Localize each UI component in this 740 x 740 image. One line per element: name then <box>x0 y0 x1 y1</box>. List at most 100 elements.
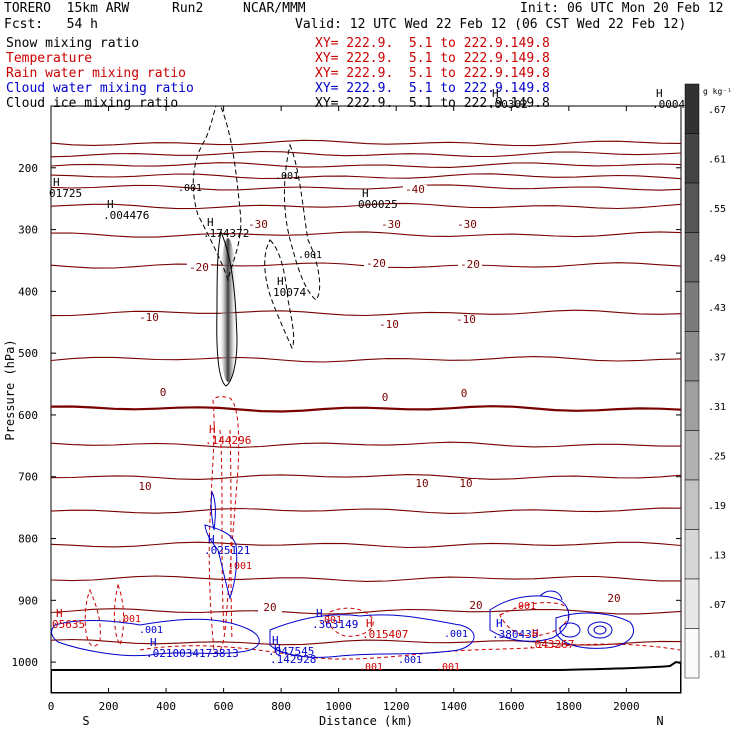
contour-value-label: .001 <box>298 250 322 261</box>
y-tick-label: 400 <box>18 285 38 298</box>
max-marker: H <box>207 216 214 229</box>
x-tick-label: 600 <box>214 700 234 713</box>
max-value-label: .025121 <box>204 544 250 557</box>
colorbar-segment <box>684 479 700 530</box>
rain-contour <box>208 396 240 654</box>
isotherm-line <box>51 507 681 514</box>
field-snow-xy: XY= 222.9. 5.1 to 222.9.149.8 <box>315 36 550 51</box>
max-value-label: 10074 <box>273 286 306 299</box>
x-tick-label: 1800 <box>556 700 583 713</box>
temperature-label: -10 <box>456 313 476 326</box>
rain-contour <box>327 607 374 637</box>
field-temp-xy: XY= 222.9. 5.1 to 222.9.149.8 <box>315 51 550 66</box>
colorbar-segment <box>684 628 700 679</box>
contour-value-label: .001 <box>228 561 252 572</box>
max-value-label: .0210034173813 <box>146 647 239 660</box>
rain-contour <box>219 429 233 641</box>
forecast-hour: Fcst: 54 h <box>4 17 98 32</box>
label-background <box>364 259 388 269</box>
field-temp-name: Temperature <box>6 51 93 66</box>
field-rain-xy: XY= 222.9. 5.1 to 222.9.149.8 <box>315 66 550 81</box>
x-tick-label: 1000 <box>325 700 352 713</box>
max-value-label: 05635 <box>52 618 85 631</box>
label-background <box>410 479 434 489</box>
temperature-label: -40 <box>405 183 425 196</box>
temperature-label: -20 <box>189 261 209 274</box>
label-background <box>403 185 427 195</box>
colorbar-tick-label: .67 <box>708 105 726 116</box>
cloud-contour <box>269 614 475 658</box>
ice-contour <box>283 143 321 301</box>
init-time: Init: 06 UTC Mon 20 Feb 12 <box>520 1 724 16</box>
x-tick-label: 0 <box>48 700 55 713</box>
max-marker: H <box>56 607 63 620</box>
cloud-contour <box>559 622 581 638</box>
colorbar-segment <box>684 430 700 481</box>
south-label: S <box>82 714 89 728</box>
colorbar-tick-label: .49 <box>708 253 726 264</box>
label-background <box>602 594 626 604</box>
max-marker: H <box>107 198 114 211</box>
x-tick-label: 1200 <box>383 700 410 713</box>
isotherm-line <box>51 139 681 147</box>
max-value-label: .047545 <box>268 645 314 658</box>
field-cloudice-name: Cloud ice mixing ratio <box>6 96 179 111</box>
temperature-label: -10 <box>379 318 399 331</box>
y-tick-label: 300 <box>18 224 38 237</box>
x-tick-label: 1400 <box>440 700 467 713</box>
colorbar-tick-label: .43 <box>708 303 726 314</box>
y-tick-label: 700 <box>18 471 38 484</box>
isotherm-line <box>51 575 681 582</box>
colorbar-tick-label: .07 <box>708 600 726 611</box>
max-value-label: .00302 <box>488 98 528 111</box>
temperature-label: 10 <box>415 477 428 490</box>
cloud-contour <box>204 524 238 600</box>
contour-value-label: .001 <box>178 183 202 194</box>
max-marker: H <box>53 176 60 189</box>
max-value-label: .0004 <box>652 98 685 111</box>
terrain-surface <box>51 660 681 693</box>
isotherm-line <box>51 309 681 317</box>
temperature-label: -30 <box>381 218 401 231</box>
colorbar-tick-label: .01 <box>708 649 726 660</box>
max-value-label: .142928 <box>270 653 316 666</box>
colorbar-tick-label: .61 <box>708 154 726 165</box>
contour-value-label: .001 <box>139 625 163 636</box>
isotherm-line <box>51 405 681 413</box>
model-name: TORERO 15km ARW <box>4 1 130 16</box>
label-background <box>452 389 476 399</box>
field-snow-name: Snow mixing ratio <box>6 36 140 51</box>
isotherm-line <box>51 474 681 480</box>
label-background <box>133 482 157 492</box>
label-background <box>246 220 270 230</box>
x-tick-label: 1600 <box>498 700 525 713</box>
label-background <box>455 220 479 230</box>
label-background <box>187 263 211 273</box>
label-background <box>377 320 401 330</box>
x-tick-label: 200 <box>99 700 119 713</box>
colorbar-tick-label: .19 <box>708 501 726 512</box>
temperature-label: -30 <box>457 218 477 231</box>
field-cloudwater-xy: XY= 222.9. 5.1 to 222.9.149.8 <box>315 81 550 96</box>
x-axis-label: Distance (km) <box>319 714 413 728</box>
isotherm-line <box>51 184 681 191</box>
temperature-label: 20 <box>263 601 276 614</box>
temperature-label: -10 <box>139 311 159 324</box>
colorbar-segment <box>684 380 700 431</box>
max-marker: H <box>274 642 281 655</box>
y-tick-label: 600 <box>18 409 38 422</box>
max-value-label: .004476 <box>103 209 149 222</box>
colorbar-segment <box>684 133 700 184</box>
max-marker: H <box>532 627 539 640</box>
temperature-label: 0 <box>461 387 468 400</box>
max-marker: H <box>208 533 215 546</box>
max-marker: H <box>492 87 499 100</box>
valid-time: Valid: 12 UTC Wed 22 Feb 12 (06 CST Wed … <box>295 17 687 32</box>
label-background <box>454 479 478 489</box>
field-cloudwater-name: Cloud water mixing ratio <box>6 81 194 96</box>
label-background <box>137 313 161 323</box>
temperature-label: 10 <box>459 477 472 490</box>
max-marker: H <box>272 634 279 647</box>
temperature-label: 0 <box>382 391 389 404</box>
rain-contour <box>499 602 570 637</box>
